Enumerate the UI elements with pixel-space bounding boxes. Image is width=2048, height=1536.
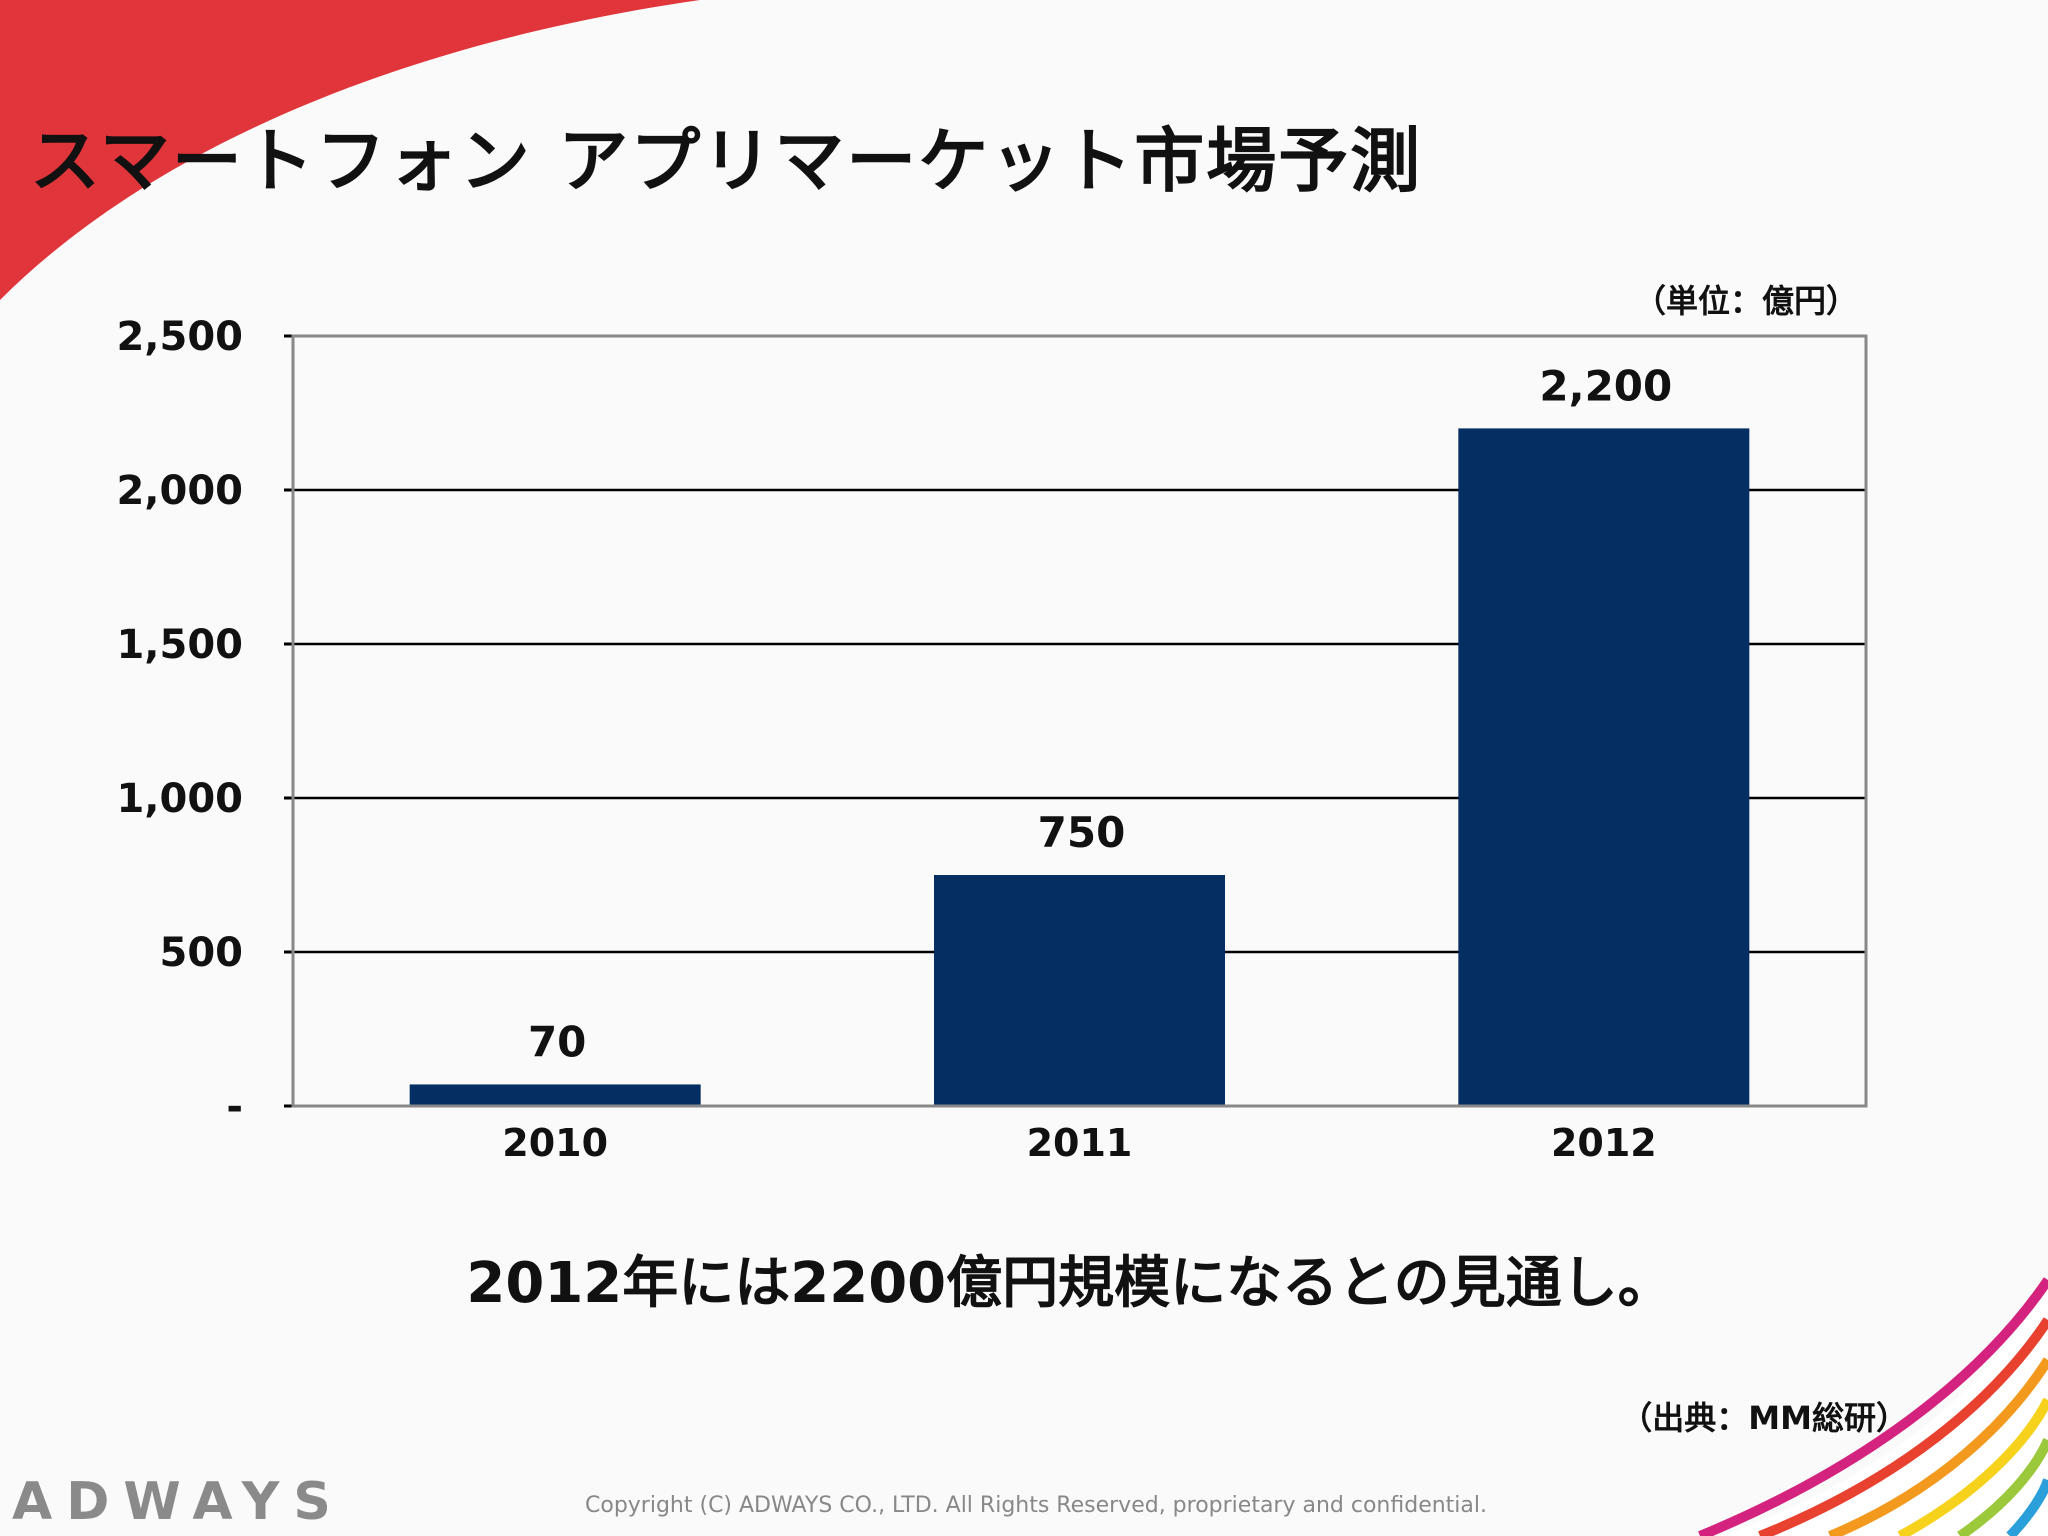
bars <box>409 428 1750 1106</box>
labels: - 500 1,000 1,500 2,000 2,500 70 2010 750 2011 2,2… <box>116 314 1672 1165</box>
source-note: （出典：MM総研） <box>1620 1399 1908 1437</box>
bar-2010 <box>409 1084 701 1106</box>
rainbow-stripe-green <box>1957 1437 2048 1536</box>
page-title: スマートフォン アプリマーケット市場予測 <box>30 120 1423 202</box>
y-tick-label: 1,500 <box>116 622 243 668</box>
y-tick-label: 500 <box>160 930 244 976</box>
rainbow-stripe-red <box>1758 1317 2048 1536</box>
plot-frame <box>291 334 1868 1108</box>
y-tick-label: 2,500 <box>116 314 243 360</box>
unit-note: （単位：億円） <box>1633 282 1858 320</box>
red-swoosh-top-left <box>0 0 700 300</box>
data-label: 70 <box>528 1017 586 1066</box>
x-tick-label: 2010 <box>502 1121 608 1165</box>
data-label: 2,200 <box>1539 361 1672 410</box>
copyright-notice: Copyright (C) ADWAYS CO., LTD. All Right… <box>585 1493 1487 1518</box>
y-tick-label: 1,000 <box>116 776 243 822</box>
rainbow-stripe-orange <box>1828 1357 2048 1536</box>
rainbow-stripe-blue <box>2006 1478 2048 1536</box>
rainbow-swoosh-bottom-right <box>1720 1280 2048 1536</box>
rainbow-stripe-yellow <box>1897 1397 2048 1536</box>
y-tick-label: 2,000 <box>116 468 243 514</box>
y-tick-label: - <box>226 1084 243 1130</box>
chart-caption: 2012年には2200億円規模になるとの見通し。 <box>466 1251 1674 1316</box>
x-tick-label: 2011 <box>1027 1121 1133 1165</box>
x-tick-label: 2012 <box>1551 1121 1657 1165</box>
bar-2011 <box>933 875 1226 1106</box>
bar-2012 <box>1458 428 1750 1106</box>
data-label: 750 <box>1038 808 1126 857</box>
company-logo: ADWAYS <box>12 1472 345 1532</box>
rainbow-stripe-magenta <box>1698 1277 2048 1536</box>
